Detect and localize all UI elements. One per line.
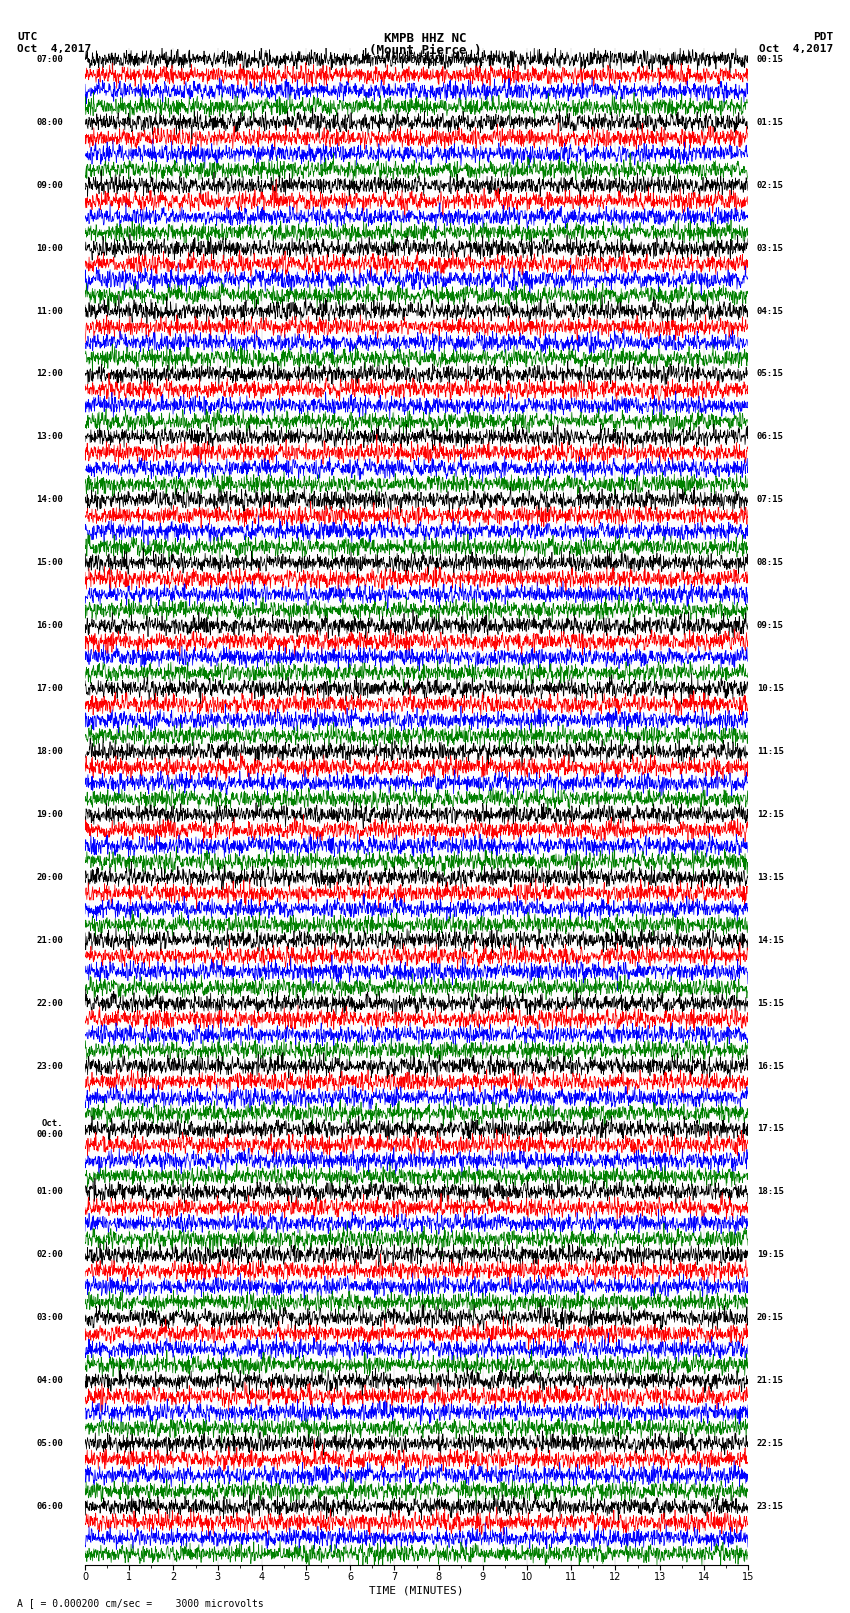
Text: 19:00: 19:00 [36,810,63,819]
Text: 16:15: 16:15 [756,1061,784,1071]
Text: 02:15: 02:15 [756,181,784,190]
Text: 06:15: 06:15 [756,432,784,442]
Text: 07:15: 07:15 [756,495,784,505]
Text: 12:00: 12:00 [36,369,63,379]
Text: A [ = 0.000200 cm/sec =    3000 microvolts: A [ = 0.000200 cm/sec = 3000 microvolts [17,1598,264,1608]
Text: 20:00: 20:00 [36,873,63,882]
X-axis label: TIME (MINUTES): TIME (MINUTES) [369,1586,464,1595]
Text: 08:15: 08:15 [756,558,784,568]
Text: 17:15: 17:15 [756,1124,784,1134]
Text: 07:00: 07:00 [36,55,63,65]
Text: 23:00: 23:00 [36,1061,63,1071]
Text: KMPB HHZ NC: KMPB HHZ NC [383,32,467,45]
Text: 00:15: 00:15 [756,55,784,65]
Text: 09:15: 09:15 [756,621,784,631]
Text: 01:00: 01:00 [36,1187,63,1197]
Text: PDT: PDT [813,32,833,42]
Text: (Mount Pierce ): (Mount Pierce ) [369,44,481,56]
Text: 09:00: 09:00 [36,181,63,190]
Text: 10:00: 10:00 [36,244,63,253]
Text: 20:15: 20:15 [756,1313,784,1323]
Text: 02:00: 02:00 [36,1250,63,1260]
Text: 18:00: 18:00 [36,747,63,756]
Text: 23:15: 23:15 [756,1502,784,1511]
Text: 15:00: 15:00 [36,558,63,568]
Text: 22:00: 22:00 [36,998,63,1008]
Text: 13:15: 13:15 [756,873,784,882]
Text: Oct.
00:00: Oct. 00:00 [36,1119,63,1139]
Text: 11:15: 11:15 [756,747,784,756]
Text: 04:00: 04:00 [36,1376,63,1386]
Text: 22:15: 22:15 [756,1439,784,1448]
Text: 13:00: 13:00 [36,432,63,442]
Text: 01:15: 01:15 [756,118,784,127]
Text: 05:15: 05:15 [756,369,784,379]
Text: 17:00: 17:00 [36,684,63,694]
Text: 08:00: 08:00 [36,118,63,127]
Text: 06:00: 06:00 [36,1502,63,1511]
Text: 12:15: 12:15 [756,810,784,819]
Text: 15:15: 15:15 [756,998,784,1008]
Text: Oct  4,2017: Oct 4,2017 [759,44,833,53]
Text: 14:00: 14:00 [36,495,63,505]
Text: 10:15: 10:15 [756,684,784,694]
Text: Oct  4,2017: Oct 4,2017 [17,44,91,53]
Text: 05:00: 05:00 [36,1439,63,1448]
Text: 18:15: 18:15 [756,1187,784,1197]
Text: 21:00: 21:00 [36,936,63,945]
Text: 14:15: 14:15 [756,936,784,945]
Text: 04:15: 04:15 [756,306,784,316]
Text: 03:15: 03:15 [756,244,784,253]
Text: I = 0.000200 cm/sec: I = 0.000200 cm/sec [366,55,484,65]
Text: 03:00: 03:00 [36,1313,63,1323]
Text: 16:00: 16:00 [36,621,63,631]
Text: 11:00: 11:00 [36,306,63,316]
Text: 19:15: 19:15 [756,1250,784,1260]
Text: UTC: UTC [17,32,37,42]
Text: 21:15: 21:15 [756,1376,784,1386]
